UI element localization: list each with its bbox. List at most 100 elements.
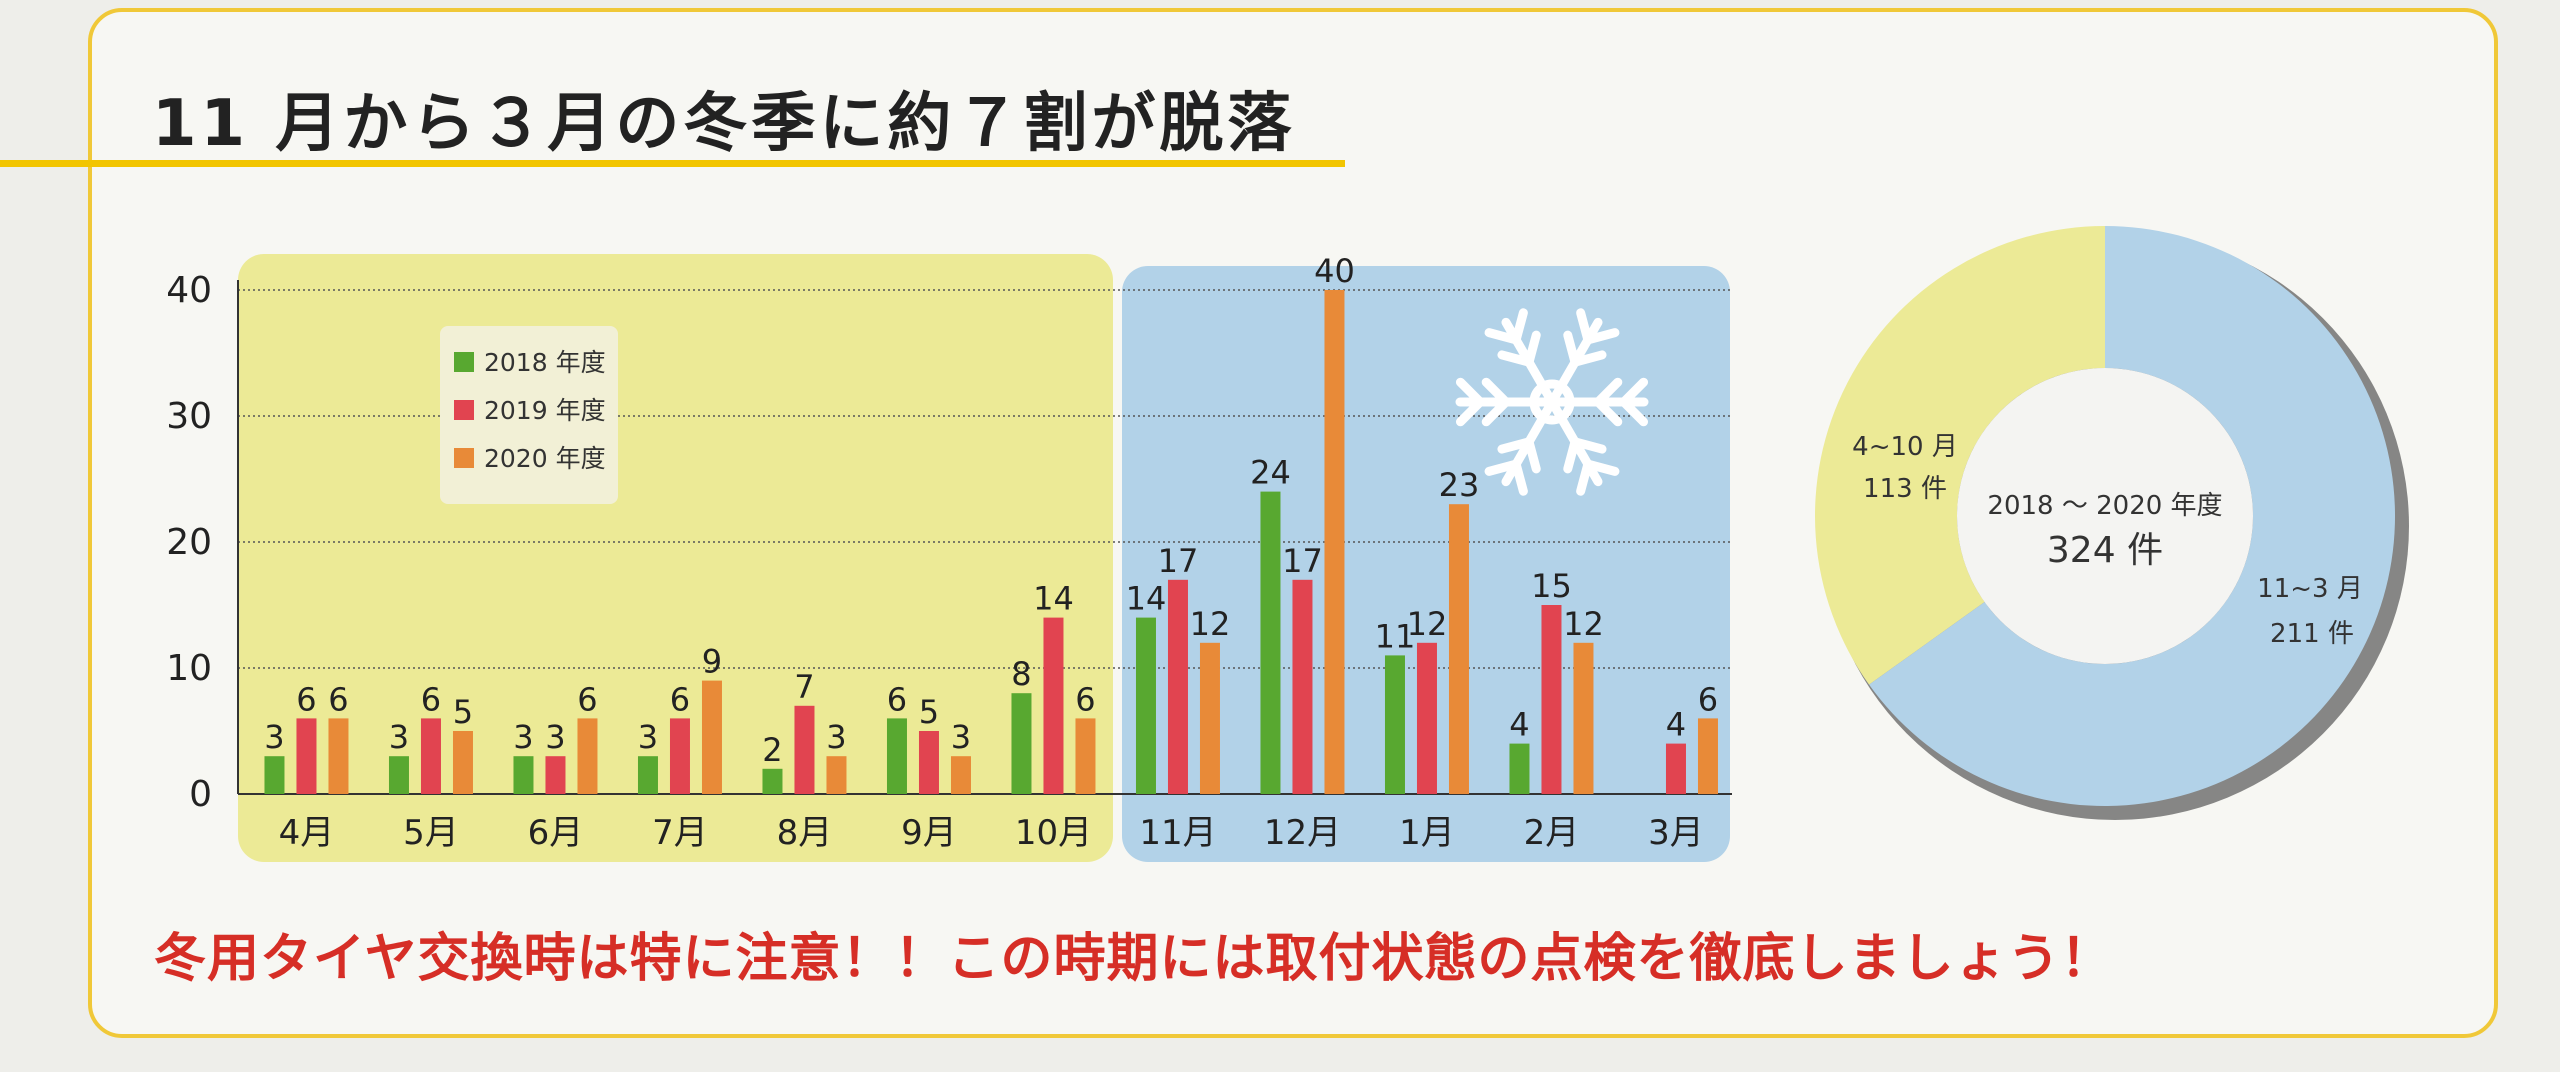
- bar: [1416, 642, 1437, 794]
- bar: [669, 718, 690, 794]
- x-tick-label: 11月: [1139, 813, 1216, 853]
- bar: [513, 756, 534, 794]
- bar: [1697, 718, 1718, 794]
- bar: [918, 731, 939, 794]
- y-tick-label: 10: [166, 648, 212, 689]
- bar: [1199, 642, 1220, 794]
- bar: [1167, 579, 1188, 794]
- donut-slice: [1815, 226, 2105, 685]
- data-label: 6: [670, 680, 690, 718]
- data-label: 3: [826, 718, 846, 756]
- x-tick-label: 7月: [652, 813, 708, 853]
- data-label: 11: [1375, 617, 1416, 655]
- data-label: 40: [1314, 252, 1355, 290]
- bar: [794, 705, 815, 794]
- bar: [1075, 718, 1096, 794]
- slice-label: 11~3 月: [2257, 574, 2363, 604]
- y-tick-label: 30: [166, 396, 212, 437]
- data-label: 8: [1011, 655, 1031, 693]
- y-tick-label: 20: [166, 522, 212, 563]
- bar: [577, 718, 598, 794]
- data-label: 24: [1250, 454, 1291, 492]
- donut-center-label: 2018 ～ 2020 年度: [1987, 491, 2222, 521]
- data-label: 6: [421, 680, 441, 718]
- slice-label: 4~10 月: [1852, 432, 1958, 462]
- donut-slice: [1869, 226, 2395, 807]
- data-label: 3: [638, 718, 658, 756]
- data-label: 14: [1126, 580, 1167, 618]
- bar: [886, 718, 907, 794]
- x-tick-label: 8月: [777, 813, 833, 853]
- bar: [1011, 693, 1032, 794]
- bar: [826, 756, 847, 794]
- bar: [637, 756, 658, 794]
- bar: [1292, 579, 1313, 794]
- data-label: 23: [1439, 466, 1480, 504]
- data-label: 14: [1033, 580, 1074, 618]
- x-tick-label: 2月: [1524, 813, 1580, 853]
- data-label: 6: [887, 680, 907, 718]
- data-label: 17: [1158, 542, 1199, 580]
- donut-center-value: 324 件: [2047, 530, 2163, 571]
- x-tick-label: 5月: [403, 813, 459, 853]
- bar: [264, 756, 285, 794]
- data-label: 7: [794, 668, 814, 706]
- x-tick-label: 4月: [279, 813, 335, 853]
- data-label: 6: [296, 680, 316, 718]
- bar: [452, 731, 473, 794]
- bar: [1324, 290, 1345, 794]
- data-label: 3: [264, 718, 284, 756]
- bar: [1665, 743, 1686, 794]
- data-label: 3: [389, 718, 409, 756]
- legend-box: [440, 326, 618, 504]
- legend-swatch: [454, 352, 474, 372]
- legend-swatch: [454, 400, 474, 420]
- bar: [1541, 605, 1562, 794]
- bar: [1448, 504, 1469, 794]
- data-label: 15: [1531, 567, 1572, 605]
- data-label: 3: [513, 718, 533, 756]
- data-label: 17: [1282, 542, 1323, 580]
- donut-hole: [1957, 368, 2253, 664]
- bar: [950, 756, 971, 794]
- x-tick-label: 10月: [1015, 813, 1092, 853]
- data-label: 4: [1509, 706, 1529, 744]
- data-label: 6: [1698, 680, 1718, 718]
- bar: [328, 718, 349, 794]
- data-label: 5: [919, 693, 939, 731]
- data-label: 12: [1190, 605, 1231, 643]
- x-tick-label: 1月: [1399, 813, 1455, 853]
- bar: [1043, 617, 1064, 794]
- y-tick-label: 0: [189, 774, 212, 815]
- snowflake-icon: [1455, 308, 1649, 496]
- bar: [296, 718, 317, 794]
- data-label: 3: [951, 718, 971, 756]
- bar: [701, 680, 722, 794]
- footer-warning: 冬用タイヤ交換時は特に注意！！この時期には取付状態の点検を徹底しましょう！: [154, 929, 2114, 989]
- bar: [1260, 491, 1281, 794]
- bar: [1384, 655, 1405, 794]
- bar: [388, 756, 409, 794]
- x-tick-label: 12月: [1264, 813, 1341, 853]
- legend-swatch: [454, 448, 474, 468]
- y-tick-label: 40: [166, 270, 212, 311]
- bar: [1509, 743, 1530, 794]
- data-label: 6: [577, 680, 597, 718]
- bar: [545, 756, 566, 794]
- legend-label: 2019 年度: [484, 396, 606, 425]
- data-label: 12: [1563, 605, 1604, 643]
- legend-label: 2020 年度: [484, 444, 606, 473]
- legend-label: 2018 年度: [484, 348, 606, 377]
- title-underline: [0, 160, 1345, 167]
- x-tick-label: 6月: [528, 813, 584, 853]
- x-tick-label: 9月: [901, 813, 957, 853]
- data-label: 9: [702, 643, 722, 681]
- bar: [1135, 617, 1156, 794]
- data-label: 4: [1666, 706, 1686, 744]
- page-title: 11 月から３月の冬季に約７割が脱落: [152, 87, 1296, 161]
- slice-value: 113 件: [1863, 474, 1947, 504]
- x-tick-label: 3月: [1648, 813, 1704, 853]
- data-label: 12: [1407, 605, 1448, 643]
- data-label: 6: [1075, 680, 1095, 718]
